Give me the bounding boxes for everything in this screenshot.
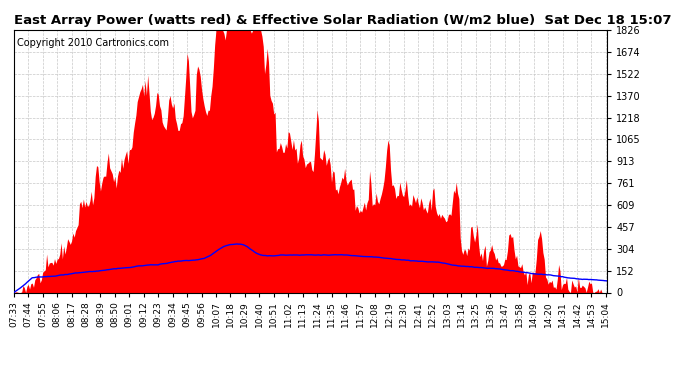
- Text: East Array Power (watts red) & Effective Solar Radiation (W/m2 blue)  Sat Dec 18: East Array Power (watts red) & Effective…: [14, 15, 671, 27]
- Text: Copyright 2010 Cartronics.com: Copyright 2010 Cartronics.com: [17, 38, 169, 48]
